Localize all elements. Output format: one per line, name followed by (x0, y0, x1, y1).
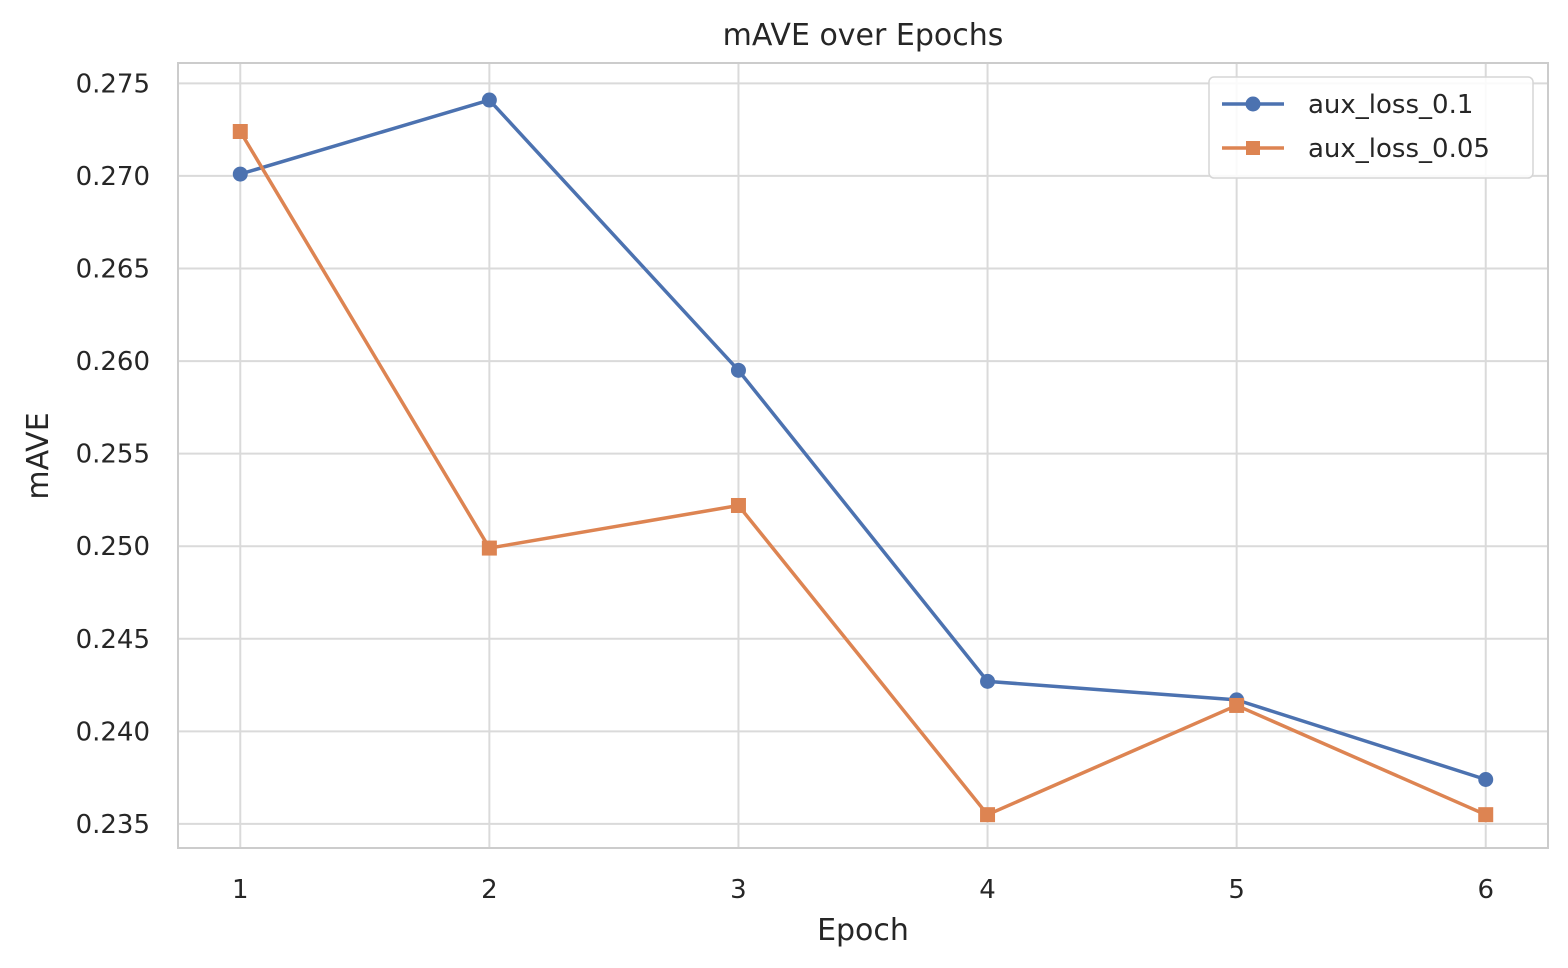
x-tick-label: 1 (232, 875, 249, 905)
series-1 (232, 124, 1494, 823)
y-tick-label: 0.255 (76, 440, 150, 470)
data-point-circle (980, 673, 996, 689)
plot-frame (177, 62, 1549, 849)
data-point-square (730, 497, 746, 513)
data-point-square (481, 540, 497, 556)
x-tick-label: 5 (1228, 875, 1245, 905)
y-tick-label: 0.245 (76, 625, 150, 655)
legend-box (1208, 76, 1534, 179)
data-point-circle (481, 92, 497, 108)
x-tick-label: 4 (979, 875, 996, 905)
y-tick-label: 0.265 (76, 255, 150, 285)
data-point-circle (1478, 771, 1494, 787)
data-point-circle (232, 166, 248, 182)
y-tick-label: 0.250 (76, 532, 150, 562)
series-line (239, 98, 1487, 782)
y-tick-label: 0.270 (76, 162, 150, 192)
series-0 (232, 92, 1494, 787)
legend-label-1: aux_loss_0.05 (1308, 134, 1490, 164)
tick-labels: 1 2 3 4 5 6 0.235 0.240 0.245 0.250 0.255 0.260 0.26… (76, 69, 1494, 905)
data-point-square (232, 124, 248, 140)
series-layer (232, 92, 1494, 823)
chart-title: mAVE over Epochs (723, 18, 1004, 53)
data-point-square (1229, 697, 1245, 713)
legend-label-0: aux_loss_0.1 (1308, 90, 1473, 120)
y-tick-label: 0.240 (76, 717, 150, 747)
legend-marker-0 (1245, 96, 1261, 112)
series-line (238, 130, 1487, 817)
legend-marker-1 (1246, 141, 1260, 155)
x-tick-label: 3 (730, 875, 747, 905)
data-point-circle (730, 362, 746, 378)
y-axis-label: mAVE (21, 412, 56, 499)
x-tick-label: 2 (481, 875, 498, 905)
data-point-square (1478, 807, 1494, 823)
x-tick-label: 6 (1477, 875, 1494, 905)
y-tick-label: 0.235 (76, 810, 150, 840)
y-tick-label: 0.275 (76, 69, 150, 99)
grid (178, 63, 1548, 848)
data-point-square (980, 807, 996, 823)
y-tick-label: 0.260 (76, 347, 150, 377)
legend: aux_loss_0.1 aux_loss_0.05 (1208, 76, 1534, 179)
x-axis-label: Epoch (817, 913, 909, 948)
